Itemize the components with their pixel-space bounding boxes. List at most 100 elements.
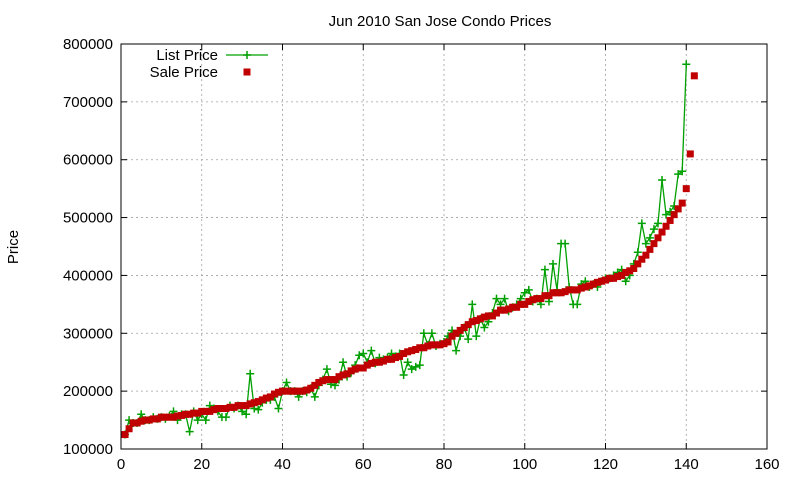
sale-price-point bbox=[404, 348, 412, 356]
sale-price-point bbox=[610, 274, 618, 282]
sale-price-point bbox=[266, 393, 274, 401]
list-price-point bbox=[472, 332, 481, 341]
plot-border bbox=[120, 43, 768, 450]
sale-price-point bbox=[622, 269, 630, 277]
sale-price-point bbox=[206, 407, 214, 415]
sale-price-point bbox=[214, 405, 222, 412]
x-tick-label: 100 bbox=[512, 456, 537, 473]
sale-price-point bbox=[630, 264, 638, 272]
y-tick-label: 400000 bbox=[63, 267, 113, 284]
y-tick-label: 600000 bbox=[63, 152, 113, 169]
list-price-point bbox=[282, 378, 291, 387]
list-price-point bbox=[201, 416, 210, 425]
sale-price-point bbox=[602, 276, 609, 284]
sale-price-point bbox=[573, 286, 581, 294]
list-price-point bbox=[403, 358, 412, 367]
sale-price-point bbox=[238, 402, 246, 410]
sale-price-point bbox=[533, 295, 541, 303]
sale-price-point bbox=[149, 415, 157, 423]
sale-price-point bbox=[492, 309, 500, 317]
sale-price-point bbox=[565, 286, 573, 294]
list-price-point bbox=[637, 219, 646, 228]
sale-price-point bbox=[262, 394, 270, 402]
sale-price-point bbox=[654, 234, 662, 242]
legend-marker-sale-price bbox=[243, 68, 251, 76]
sale-price-point bbox=[606, 274, 614, 282]
sale-price-point bbox=[226, 403, 234, 411]
list-price-point bbox=[641, 239, 650, 248]
sale-price-point bbox=[383, 355, 391, 363]
sale-price-point bbox=[323, 376, 331, 384]
sale-price-point bbox=[678, 199, 686, 207]
sale-price-point bbox=[335, 373, 343, 381]
y-tick-label: 700000 bbox=[63, 94, 113, 111]
sale-price-point bbox=[367, 359, 375, 367]
sale-price-point bbox=[561, 288, 569, 296]
series-sale-price bbox=[121, 72, 698, 439]
sale-price-point bbox=[174, 412, 182, 420]
list-price-point bbox=[427, 329, 436, 338]
sale-price-point bbox=[646, 245, 654, 253]
sale-price-point bbox=[137, 417, 145, 425]
sale-price-point bbox=[347, 367, 355, 375]
list-price-point bbox=[274, 404, 283, 413]
sale-price-point bbox=[585, 282, 593, 290]
sale-price-point bbox=[279, 387, 286, 395]
sale-price-point bbox=[287, 387, 295, 395]
list-price-point bbox=[242, 410, 251, 419]
sale-price-point bbox=[319, 377, 327, 385]
sale-price-point bbox=[529, 296, 537, 304]
list-price-point bbox=[419, 329, 428, 338]
sale-price-point bbox=[339, 371, 347, 379]
sale-price-point bbox=[577, 284, 585, 292]
sale-price-point bbox=[194, 409, 202, 417]
sale-price-point bbox=[557, 289, 565, 297]
sale-price-point bbox=[408, 347, 416, 355]
sale-price-point bbox=[396, 352, 404, 360]
sale-price-point bbox=[618, 271, 626, 279]
list-price-point bbox=[407, 365, 416, 374]
sale-price-point bbox=[553, 289, 561, 297]
sale-price-point bbox=[190, 409, 198, 417]
list-price-point bbox=[464, 335, 473, 344]
sale-price-point bbox=[359, 364, 367, 372]
sale-price-point bbox=[210, 406, 218, 414]
list-price-point bbox=[246, 369, 255, 378]
sale-price-point bbox=[295, 387, 303, 395]
list-price-point bbox=[411, 362, 420, 371]
sale-price-point bbox=[488, 312, 496, 320]
sale-price-point bbox=[375, 358, 383, 366]
sale-price-point bbox=[169, 413, 177, 421]
sale-price-point bbox=[614, 273, 622, 281]
sale-price-point bbox=[186, 410, 194, 418]
sale-price-point bbox=[480, 313, 488, 321]
sale-price-point bbox=[157, 413, 165, 421]
sale-price-point bbox=[642, 251, 650, 259]
sale-price-point bbox=[634, 260, 642, 268]
sale-price-point bbox=[517, 300, 525, 308]
sale-price-point bbox=[258, 396, 266, 404]
sale-price-point bbox=[420, 344, 428, 352]
list-price-point bbox=[185, 427, 194, 436]
list-price-point bbox=[254, 405, 263, 414]
sale-price-point bbox=[476, 315, 484, 323]
list-price-point bbox=[468, 300, 477, 309]
list-price-point bbox=[649, 225, 658, 234]
sale-price-point bbox=[650, 240, 658, 248]
sale-price-point bbox=[234, 402, 242, 410]
sale-price-point bbox=[436, 341, 444, 349]
sale-price-point bbox=[541, 292, 549, 300]
list-price-point bbox=[662, 210, 671, 219]
sale-price-point bbox=[141, 416, 149, 424]
sale-price-point bbox=[270, 390, 278, 398]
sale-price-point bbox=[254, 398, 262, 406]
ticks: 100000 200000 300000 400000 500000 600000 7000… bbox=[63, 36, 780, 473]
sale-price-point bbox=[626, 267, 634, 275]
list-price-point bbox=[674, 170, 683, 179]
sale-price-point bbox=[145, 416, 153, 424]
sale-price-point bbox=[569, 286, 577, 294]
sale-price-point bbox=[513, 303, 521, 311]
sale-price-point bbox=[690, 72, 698, 80]
x-tick-label: 140 bbox=[674, 456, 699, 473]
